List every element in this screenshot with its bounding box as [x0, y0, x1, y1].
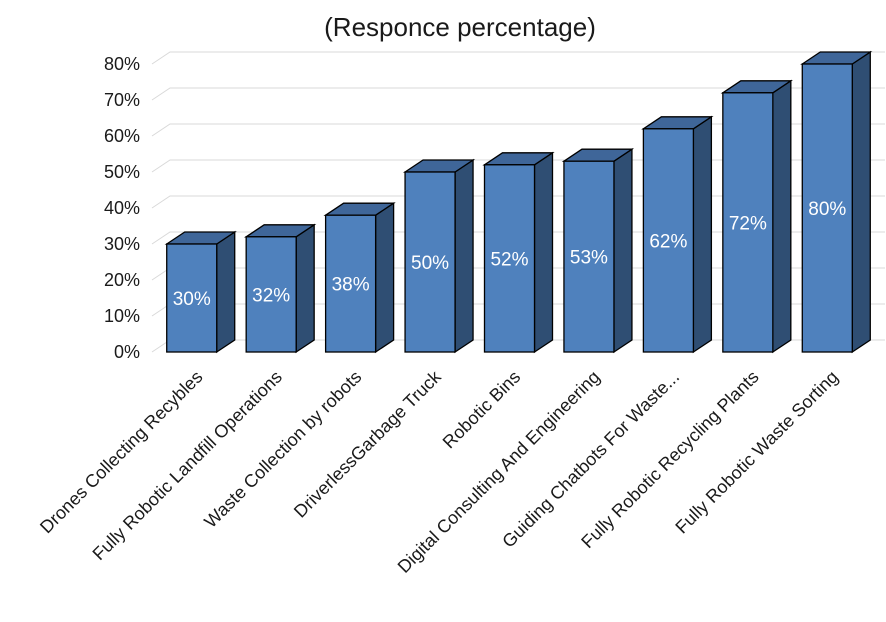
bar: 52% [482, 151, 555, 354]
bar: 80% [800, 50, 873, 354]
data-label: 38% [332, 275, 370, 296]
y-tick-label: 0% [114, 342, 140, 362]
bar-front [324, 214, 377, 353]
data-label: 80% [808, 199, 846, 220]
chart-title: (Responce percentage) [324, 12, 596, 42]
data-label: 72% [729, 213, 767, 234]
bar-side [295, 223, 315, 354]
x-axis-labels: Drones Collecting Recybles Fully Robotic … [36, 366, 842, 577]
bar-front [245, 236, 297, 353]
bar: 53% [561, 147, 635, 354]
data-label: 32% [252, 285, 290, 306]
bar-side [851, 50, 871, 354]
y-tick-label: 50% [104, 162, 140, 182]
y-tick-label: 20% [104, 270, 140, 290]
bar-side [613, 147, 633, 354]
category-label: Fully Robotic Waste Sorting [671, 367, 842, 538]
y-tick-label: 80% [104, 54, 140, 74]
bar-side [374, 201, 395, 354]
bar-front [483, 164, 536, 353]
bar: 38% [323, 201, 396, 354]
bar: 30% [164, 230, 237, 354]
y-tick-label: 70% [104, 90, 140, 110]
bar: 50% [402, 158, 476, 354]
bar-side [454, 158, 474, 354]
data-label: 52% [490, 249, 528, 270]
data-label: 30% [173, 289, 211, 310]
category-label: Robotic Bins [439, 367, 525, 453]
data-label: 53% [570, 248, 608, 269]
y-axis-ticks: 0% 10% 20% 30% 40% 50% 60% 70% 80% [104, 54, 140, 362]
data-label: 50% [411, 253, 449, 274]
bar-side [772, 79, 792, 354]
bar-front [801, 63, 853, 353]
bar-front [166, 243, 218, 353]
gridline [151, 51, 885, 65]
bar-side [533, 151, 554, 354]
bar-side [216, 230, 236, 354]
bar-side [692, 115, 713, 354]
y-tick-label: 30% [104, 234, 140, 254]
bar: 72% [720, 79, 793, 354]
bar-front [642, 128, 695, 353]
bar: 62% [641, 115, 714, 354]
category-label: Waste Collection by robots [200, 367, 365, 532]
category-label: Drones Collecting Recybles [36, 367, 206, 537]
gridline [151, 87, 885, 101]
y-tick-label: 60% [104, 126, 140, 146]
bars: 30% 32% 38% 50% 52% 53% 62% 72% 80% [164, 50, 873, 354]
bar: 32% [244, 223, 317, 354]
gridlines [151, 51, 885, 353]
category-label: DriverlessGarbage Truck [290, 366, 446, 522]
bar-front [722, 92, 774, 353]
y-tick-label: 40% [104, 198, 140, 218]
bar-front [404, 171, 456, 353]
data-label: 62% [649, 231, 687, 252]
gridline [151, 123, 885, 137]
bar-front [563, 160, 615, 353]
y-tick-label: 10% [104, 306, 140, 326]
